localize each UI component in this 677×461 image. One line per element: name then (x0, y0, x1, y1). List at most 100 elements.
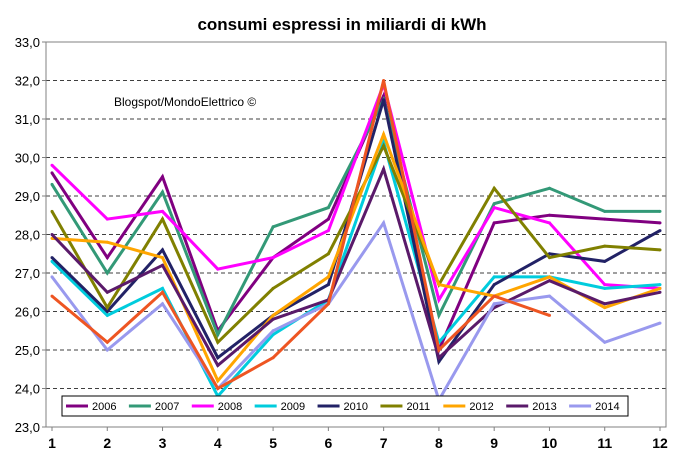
data-point-2011 (548, 256, 551, 260)
data-point-2009 (492, 275, 496, 279)
data-point-2015 (271, 356, 275, 360)
data-point-2012 (216, 379, 220, 383)
data-point-2009 (658, 283, 662, 287)
data-point-2013 (658, 290, 662, 294)
legend-label-2009: 2009 (281, 401, 305, 413)
data-point-2010 (326, 283, 330, 287)
data-point-2010 (382, 98, 386, 102)
y-tick-label: 32,0 (15, 74, 40, 89)
data-point-2014 (603, 340, 607, 344)
x-tick-label: 7 (380, 435, 388, 451)
data-point-2007 (492, 202, 496, 206)
y-tick-label: 31,0 (15, 112, 40, 127)
data-point-2007 (50, 182, 54, 186)
data-point-2008 (105, 217, 109, 221)
data-point-2006 (105, 256, 109, 260)
y-tick-label: 33,0 (15, 35, 40, 50)
chart-title: consumi espressi in miliardi di kWh (197, 15, 486, 34)
data-point-2014 (105, 348, 109, 352)
data-point-2006 (603, 217, 607, 221)
legend-label-2010: 2010 (344, 401, 368, 413)
data-point-2007 (437, 313, 441, 317)
data-point-2013 (437, 356, 441, 360)
data-point-2006 (492, 221, 496, 225)
data-point-2013 (271, 317, 275, 321)
data-point-2011 (492, 186, 496, 190)
data-point-2015 (382, 79, 386, 82)
y-tick-label: 28,0 (15, 228, 40, 243)
legend-box (61, 395, 629, 417)
data-point-2015 (326, 302, 330, 306)
y-axis: 23,0 24,0 25,0 26,0 27,0 28,0 29,0 30,0 31,0 32,0… (15, 35, 46, 435)
data-point-2009 (271, 333, 275, 337)
data-point-2008 (548, 221, 551, 225)
data-point-2012 (326, 275, 330, 279)
data-point-2010 (50, 256, 54, 260)
data-point-2012 (437, 283, 441, 287)
data-point-2014 (548, 294, 551, 298)
data-point-2014 (492, 302, 496, 306)
data-point-2013 (161, 263, 164, 267)
series-line-2009 (50, 137, 661, 399)
data-point-2013 (216, 363, 220, 367)
data-point-2015 (105, 340, 109, 344)
data-point-2013 (603, 302, 607, 306)
data-point-2007 (548, 186, 551, 190)
series-layer (50, 79, 662, 404)
data-point-2011 (382, 144, 386, 148)
data-point-2011 (50, 209, 54, 213)
data-point-2015 (437, 348, 441, 352)
x-tick-label: 12 (652, 435, 668, 451)
data-point-2014 (658, 321, 662, 325)
data-point-2011 (271, 286, 275, 290)
series-line-2015 (51, 80, 550, 391)
data-point-2008 (326, 229, 330, 233)
data-point-2009 (105, 313, 109, 317)
legend-label-2012: 2012 (469, 401, 493, 413)
y-tick-label: 25,0 (15, 343, 40, 358)
data-point-2008 (603, 283, 607, 287)
data-point-2008 (437, 298, 441, 302)
x-tick-label: 5 (269, 435, 277, 451)
data-point-2012 (548, 275, 551, 279)
data-point-2006 (548, 213, 551, 217)
data-point-2011 (326, 252, 330, 256)
data-point-2013 (105, 290, 109, 294)
data-point-2007 (326, 206, 330, 210)
x-tick-label: 11 (597, 435, 612, 451)
data-point-2010 (216, 356, 220, 360)
legend-label-2006: 2006 (92, 401, 116, 413)
data-point-2010 (161, 248, 164, 252)
data-point-2009 (161, 286, 164, 290)
data-point-2009 (50, 259, 54, 263)
data-point-2006 (161, 175, 164, 179)
data-point-2008 (216, 267, 220, 271)
y-tick-label: 23,0 (15, 420, 40, 435)
x-axis: 1 2 3 4 5 6 7 8 9 10 11 12 (48, 427, 668, 451)
data-point-2010 (492, 283, 496, 287)
series-line-2013 (50, 164, 661, 368)
data-point-2013 (548, 279, 551, 283)
data-point-2007 (271, 225, 275, 229)
x-tick-label: 3 (159, 435, 167, 451)
data-point-2006 (658, 221, 662, 225)
data-point-2007 (658, 209, 662, 213)
data-point-2015 (216, 387, 220, 390)
data-point-2006 (382, 94, 386, 98)
series-line-2012 (51, 130, 661, 384)
data-point-2009 (603, 286, 607, 290)
data-point-2012 (50, 236, 54, 240)
data-point-2012 (658, 286, 662, 290)
legend-label-2011: 2011 (406, 401, 430, 413)
data-point-2011 (161, 217, 164, 221)
data-point-2013 (382, 167, 386, 171)
x-tick-label: 2 (103, 435, 111, 451)
data-point-2011 (603, 244, 607, 248)
data-point-2008 (492, 206, 496, 210)
legend-label-2007: 2007 (155, 401, 179, 413)
data-point-2013 (50, 233, 54, 236)
series-line-2014 (50, 219, 661, 404)
data-point-2012 (271, 313, 275, 317)
data-point-2012 (603, 306, 607, 310)
